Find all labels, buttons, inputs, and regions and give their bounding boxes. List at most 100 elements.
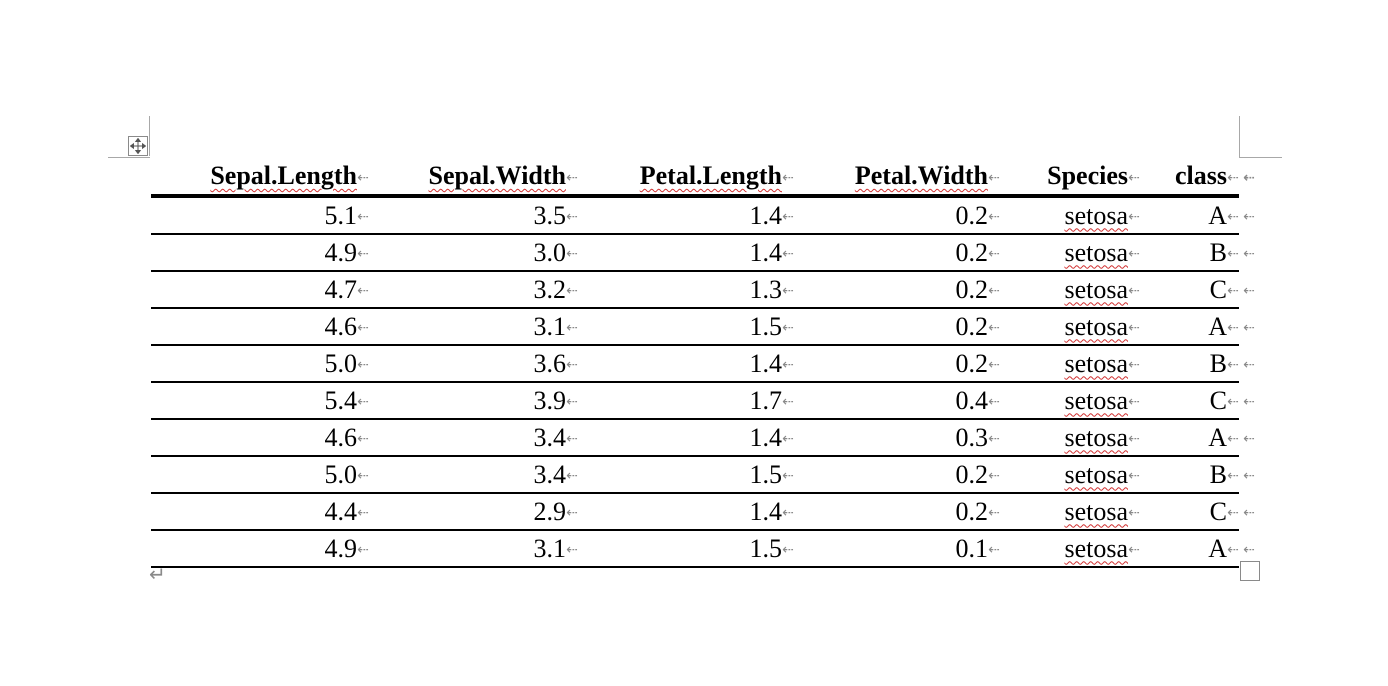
cell-class[interactable]: B ⇠ ⇠ [1140,345,1255,383]
cell-value: setosa [1064,496,1128,526]
header-cell-sepal-width[interactable]: Sepal.Width ⇠ [369,158,578,198]
cell-sepal-length[interactable]: 4.4 ⇠ [151,493,369,531]
cell-petal-length[interactable]: 1.4 ⇠ [578,419,794,457]
cell-petal-width[interactable]: 0.2 ⇠ [794,493,1000,531]
cell-class[interactable]: A ⇠ ⇠ [1140,530,1255,568]
cell-species[interactable]: setosa ⇠ [1000,345,1140,383]
cell-sepal-width[interactable]: 3.2 ⇠ [369,271,578,309]
cell-value: 5.0 [324,459,358,489]
cell-sepal-length[interactable]: 5.1 ⇠ [151,196,369,235]
cell-sepal-length[interactable]: 4.9 ⇠ [151,234,369,272]
cell-petal-length[interactable]: 1.4 ⇠ [578,196,794,235]
cell-species[interactable]: setosa ⇠ [1000,530,1140,568]
cell-end-mark-icon: ⇠ [782,283,794,299]
cell-petal-width[interactable]: 0.4 ⇠ [794,382,1000,420]
cell-end-mark-icon: ⇠ [1128,431,1140,447]
cell-value: 4.4 [324,496,358,526]
cell-value: A [1208,533,1227,563]
cell-sepal-width[interactable]: 3.1 ⇠ [369,308,578,346]
header-cell-petal-length[interactable]: Petal.Length ⇠ [578,158,794,198]
cell-value: setosa [1064,533,1128,563]
cell-petal-length[interactable]: 1.4 ⇠ [578,345,794,383]
cell-class[interactable]: C ⇠ ⇠ [1140,382,1255,420]
cell-sepal-length[interactable]: 4.6 ⇠ [151,308,369,346]
cell-value: A [1208,422,1227,452]
cell-sepal-length[interactable]: 4.6 ⇠ [151,419,369,457]
cell-petal-length[interactable]: 1.4 ⇠ [578,234,794,272]
cell-sepal-width[interactable]: 2.9 ⇠ [369,493,578,531]
cell-value: 4.9 [324,533,358,563]
cell-petal-width[interactable]: 0.2 ⇠ [794,308,1000,346]
cell-species[interactable]: setosa ⇠ [1000,419,1140,457]
cell-sepal-length[interactable]: 4.7 ⇠ [151,271,369,309]
cell-class[interactable]: B ⇠ ⇠ [1140,234,1255,272]
cell-end-mark-icon: ⇠ [357,209,369,225]
table-body: 5.1 ⇠ 3.5 ⇠ 1.4 ⇠ 0.2 ⇠ setosa ⇠ A ⇠ ⇠ 4.9 ⇠ 3.0 ⇠ 1.4 ⇠ 0.… [151,196,1255,568]
cell-sepal-width[interactable]: 3.6 ⇠ [369,345,578,383]
table-move-handle[interactable] [128,136,148,156]
header-cell-petal-width[interactable]: Petal.Width ⇠ [794,158,1000,198]
cell-species[interactable]: setosa ⇠ [1000,456,1140,494]
cell-value: 5.0 [324,348,358,378]
cell-sepal-width[interactable]: 3.4 ⇠ [369,419,578,457]
cell-class[interactable]: A ⇠ ⇠ [1140,419,1255,457]
cell-petal-length[interactable]: 1.3 ⇠ [578,271,794,309]
cell-end-mark-icon: ⇠ [357,246,369,262]
cell-sepal-width[interactable]: 3.1 ⇠ [369,530,578,568]
cell-end-mark-icon: ⇠ [1128,320,1140,336]
cell-end-mark-icon: ⇠ [988,209,1000,225]
cell-sepal-length[interactable]: 5.0 ⇠ [151,456,369,494]
cell-end-mark-icon: ⇠ [988,246,1000,262]
cell-species[interactable]: setosa ⇠ [1000,493,1140,531]
cell-end-mark-icon: ⇠ [1128,357,1140,373]
cell-class[interactable]: C ⇠ ⇠ [1140,493,1255,531]
cell-petal-length[interactable]: 1.5 ⇠ [578,530,794,568]
header-cell-species[interactable]: Species ⇠ [1000,158,1140,198]
cell-sepal-width[interactable]: 3.9 ⇠ [369,382,578,420]
cell-sepal-length[interactable]: 5.0 ⇠ [151,345,369,383]
cell-petal-length[interactable]: 1.4 ⇠ [578,493,794,531]
cell-petal-width[interactable]: 0.1 ⇠ [794,530,1000,568]
cell-sepal-width[interactable]: 3.4 ⇠ [369,456,578,494]
cell-sepal-width[interactable]: 3.0 ⇠ [369,234,578,272]
header-cell-class[interactable]: class ⇠ ⇠ [1140,158,1255,198]
cell-species[interactable]: setosa ⇠ [1000,382,1140,420]
cell-class[interactable]: C ⇠ ⇠ [1140,271,1255,309]
table-row: 4.4 ⇠ 2.9 ⇠ 1.4 ⇠ 0.2 ⇠ setosa ⇠ C ⇠ ⇠ [151,493,1255,531]
cell-species[interactable]: setosa ⇠ [1000,234,1140,272]
cell-petal-width[interactable]: 0.2 ⇠ [794,456,1000,494]
cell-value: 4.7 [324,274,358,304]
cell-end-mark-icon: ⇠ [1227,394,1239,410]
cell-value: setosa [1064,459,1128,489]
cell-petal-width[interactable]: 0.2 ⇠ [794,234,1000,272]
cell-end-mark-icon: ⇠ [566,542,578,558]
cell-petal-length[interactable]: 1.7 ⇠ [578,382,794,420]
cell-species[interactable]: setosa ⇠ [1000,196,1140,235]
cell-end-mark-icon: ⇠ [1128,283,1140,299]
cell-sepal-length[interactable]: 4.9 ⇠ [151,530,369,568]
cell-petal-width[interactable]: 0.2 ⇠ [794,196,1000,235]
cell-petal-width[interactable]: 0.3 ⇠ [794,419,1000,457]
table-resize-handle[interactable] [1240,561,1260,581]
cell-end-mark-icon: ⇠ [357,431,369,447]
cell-value: 0.2 [955,348,989,378]
cell-sepal-width[interactable]: 3.5 ⇠ [369,196,578,235]
move-arrows-icon [130,138,146,154]
cell-petal-length[interactable]: 1.5 ⇠ [578,456,794,494]
header-cell-sepal-length[interactable]: Sepal.Length ⇠ [151,158,369,198]
cell-class[interactable]: B ⇠ ⇠ [1140,456,1255,494]
cell-petal-width[interactable]: 0.2 ⇠ [794,271,1000,309]
cell-value: 0.2 [955,200,989,230]
cell-petal-width[interactable]: 0.2 ⇠ [794,345,1000,383]
cell-class[interactable]: A ⇠ ⇠ [1140,196,1255,235]
cell-species[interactable]: setosa ⇠ [1000,271,1140,309]
cell-petal-length[interactable]: 1.5 ⇠ [578,308,794,346]
cell-class[interactable]: A ⇠ ⇠ [1140,308,1255,346]
cell-value: C [1209,496,1227,526]
header-label: Petal.Length [639,161,782,190]
cell-species[interactable]: setosa ⇠ [1000,308,1140,346]
cell-value: 0.2 [955,237,989,267]
cell-end-mark-icon: ⇠ [988,283,1000,299]
cell-sepal-length[interactable]: 5.4 ⇠ [151,382,369,420]
cell-value: 4.6 [324,311,358,341]
